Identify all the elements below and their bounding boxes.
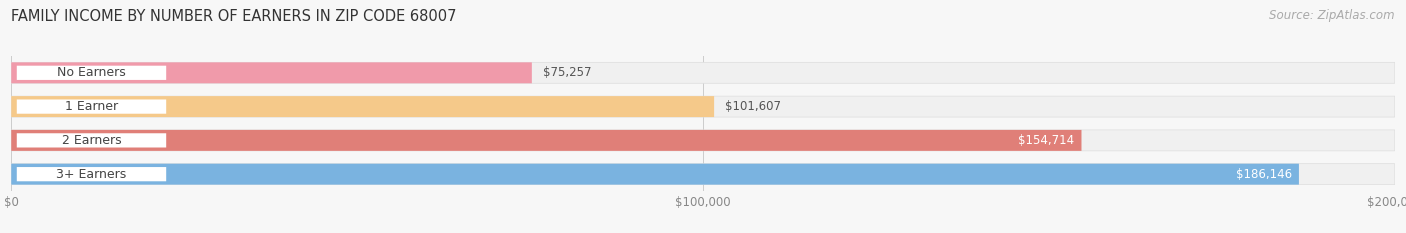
Text: No Earners: No Earners [58, 66, 127, 79]
FancyBboxPatch shape [17, 167, 166, 181]
Text: 1 Earner: 1 Earner [65, 100, 118, 113]
Text: 2 Earners: 2 Earners [62, 134, 121, 147]
Text: FAMILY INCOME BY NUMBER OF EARNERS IN ZIP CODE 68007: FAMILY INCOME BY NUMBER OF EARNERS IN ZI… [11, 9, 457, 24]
FancyBboxPatch shape [11, 62, 1395, 83]
FancyBboxPatch shape [11, 62, 531, 83]
Text: $154,714: $154,714 [1018, 134, 1074, 147]
FancyBboxPatch shape [11, 130, 1395, 151]
FancyBboxPatch shape [11, 96, 1395, 117]
FancyBboxPatch shape [17, 99, 166, 114]
Text: $186,146: $186,146 [1236, 168, 1292, 181]
FancyBboxPatch shape [11, 164, 1299, 185]
Text: 3+ Earners: 3+ Earners [56, 168, 127, 181]
Text: $75,257: $75,257 [543, 66, 592, 79]
FancyBboxPatch shape [17, 133, 166, 147]
FancyBboxPatch shape [11, 164, 1395, 185]
Text: $101,607: $101,607 [725, 100, 782, 113]
FancyBboxPatch shape [11, 96, 714, 117]
FancyBboxPatch shape [11, 130, 1081, 151]
Text: Source: ZipAtlas.com: Source: ZipAtlas.com [1270, 9, 1395, 22]
FancyBboxPatch shape [17, 66, 166, 80]
